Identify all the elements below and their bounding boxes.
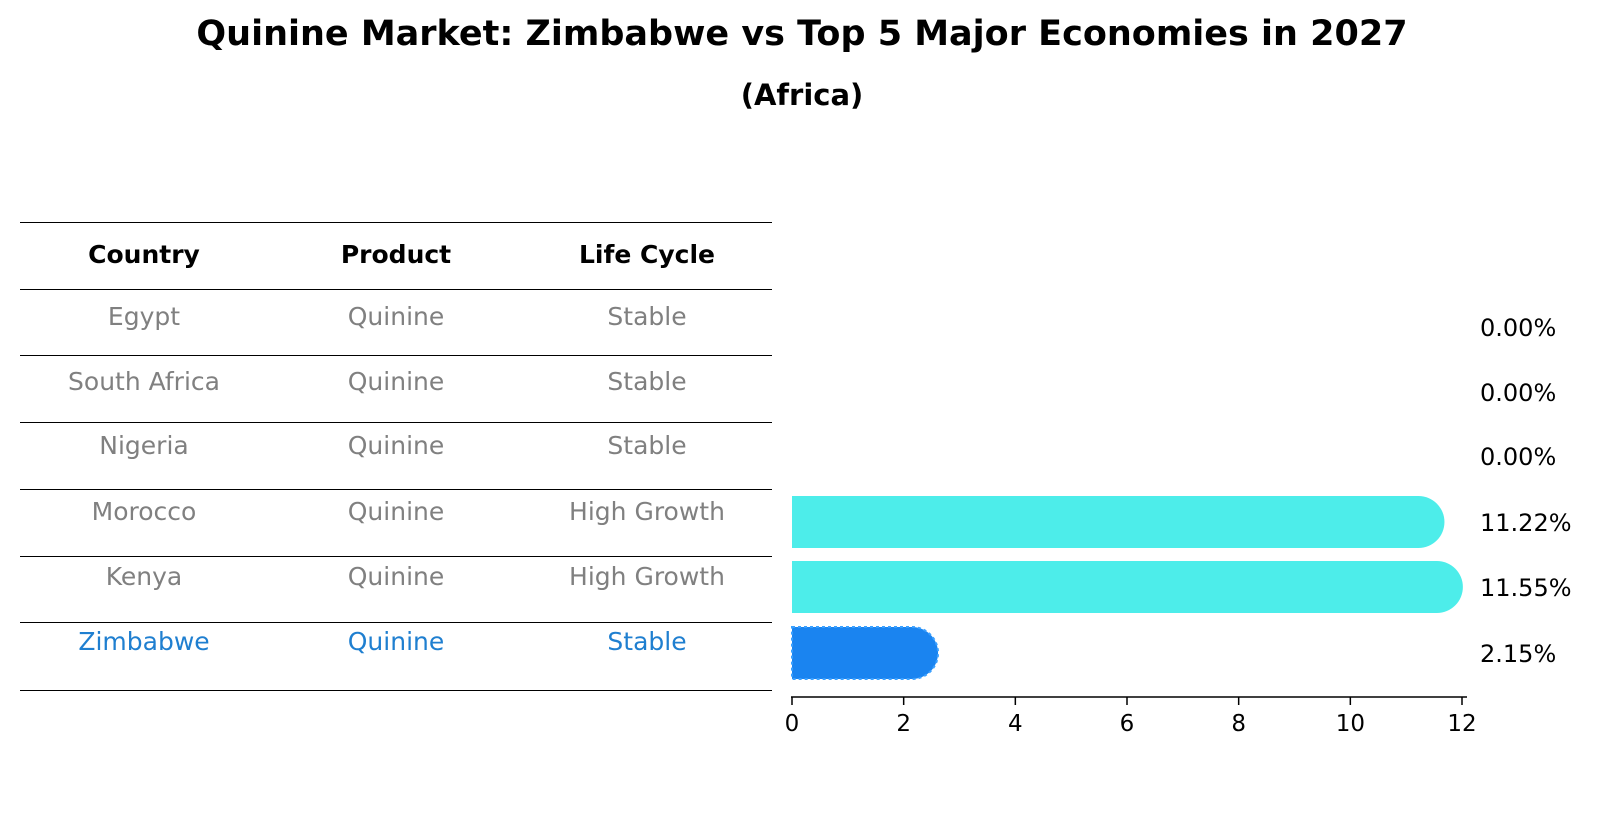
x-tick-label: 10 [1336,711,1365,737]
table-row: Egypt Quinine Stable [20,284,772,350]
cell-country: Zimbabwe [78,627,210,656]
cell-life-cycle: Stable [607,302,687,331]
table-rule [20,289,772,290]
table-rule [20,222,772,223]
cell-product: Quinine [347,627,445,656]
bar-zimbabwe [791,626,940,680]
table-row: Morocco Quinine High Growth [20,479,772,545]
table-row: Nigeria Quinine Stable [20,413,772,479]
bar-morocco [792,496,1445,548]
value-label-egypt: 0.00% [1480,314,1556,342]
table-rule [20,556,772,557]
header-country: Country [88,240,200,269]
cell-life-cycle: Stable [607,367,687,396]
cell-product: Quinine [347,302,445,331]
header-product: Product [340,240,452,269]
cell-product: Quinine [347,367,445,396]
table-rule [20,355,772,356]
table-rule [20,622,772,623]
bar-kenya [792,561,1463,613]
table-rule [20,489,772,490]
value-label-zimbabwe: 2.15% [1480,640,1556,668]
chart-title: Quinine Market: Zimbabwe vs Top 5 Major … [196,14,1408,54]
header-life-cycle: Life Cycle [578,240,716,269]
cell-life-cycle: High Growth [569,497,725,526]
x-tick-label: 8 [1231,711,1246,737]
value-label-morocco: 11.22% [1480,509,1572,537]
table-row-highlight: Zimbabwe Quinine Stable [20,609,772,675]
table-row: South Africa Quinine Stable [20,349,772,415]
value-label-nigeria: 0.00% [1480,443,1556,471]
table-rule [20,422,772,423]
cell-country: Egypt [107,302,181,331]
cell-product: Quinine [347,562,445,591]
x-tick-label: 2 [896,711,911,737]
cell-country: Morocco [91,497,197,526]
x-tick-label: 0 [785,711,800,737]
x-tick-label: 12 [1447,711,1476,737]
x-tick-label: 4 [1008,711,1023,737]
value-label-kenya: 11.55% [1480,574,1572,602]
table-header-row: Country Product Life Cycle [20,222,772,288]
cell-product: Quinine [347,497,445,526]
cell-life-cycle: High Growth [569,562,725,591]
table-row: Kenya Quinine High Growth [20,544,772,610]
x-tick-label: 6 [1120,711,1135,737]
cell-life-cycle: Stable [607,627,687,656]
table-rule [20,690,772,691]
cell-product: Quinine [347,431,445,460]
cell-country: Kenya [105,562,183,591]
value-label-south-africa: 0.00% [1480,379,1556,407]
cell-country: Nigeria [99,431,189,460]
cell-life-cycle: Stable [607,431,687,460]
cell-country: South Africa [68,367,220,396]
chart-subtitle: (Africa) [740,78,864,112]
